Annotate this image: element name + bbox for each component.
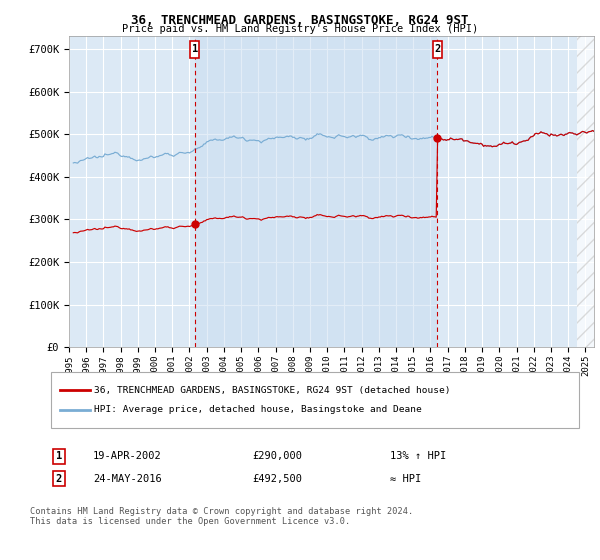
Text: 1: 1 [191,44,198,54]
Bar [577,36,594,347]
Text: ≈ HPI: ≈ HPI [390,474,421,484]
Text: 2: 2 [434,44,440,54]
Text: 2: 2 [56,474,62,484]
Text: 36, TRENCHMEAD GARDENS, BASINGSTOKE, RG24 9ST: 36, TRENCHMEAD GARDENS, BASINGSTOKE, RG2… [131,14,469,27]
Bar [194,36,437,347]
Text: Price paid vs. HM Land Registry's House Price Index (HPI): Price paid vs. HM Land Registry's House … [122,24,478,34]
FancyBboxPatch shape [433,41,442,58]
Text: Contains HM Land Registry data © Crown copyright and database right 2024.
This d: Contains HM Land Registry data © Crown c… [30,507,413,526]
Text: 1: 1 [56,451,62,461]
Text: 19-APR-2002: 19-APR-2002 [93,451,162,461]
Bar [194,36,437,347]
Text: 36, TRENCHMEAD GARDENS, BASINGSTOKE, RG24 9ST (detached house): 36, TRENCHMEAD GARDENS, BASINGSTOKE, RG2… [94,386,451,395]
Text: HPI: Average price, detached house, Basingstoke and Deane: HPI: Average price, detached house, Basi… [94,405,422,414]
Text: £290,000: £290,000 [252,451,302,461]
Text: £492,500: £492,500 [252,474,302,484]
Text: 24-MAY-2016: 24-MAY-2016 [93,474,162,484]
FancyBboxPatch shape [190,41,199,58]
Text: 13% ↑ HPI: 13% ↑ HPI [390,451,446,461]
